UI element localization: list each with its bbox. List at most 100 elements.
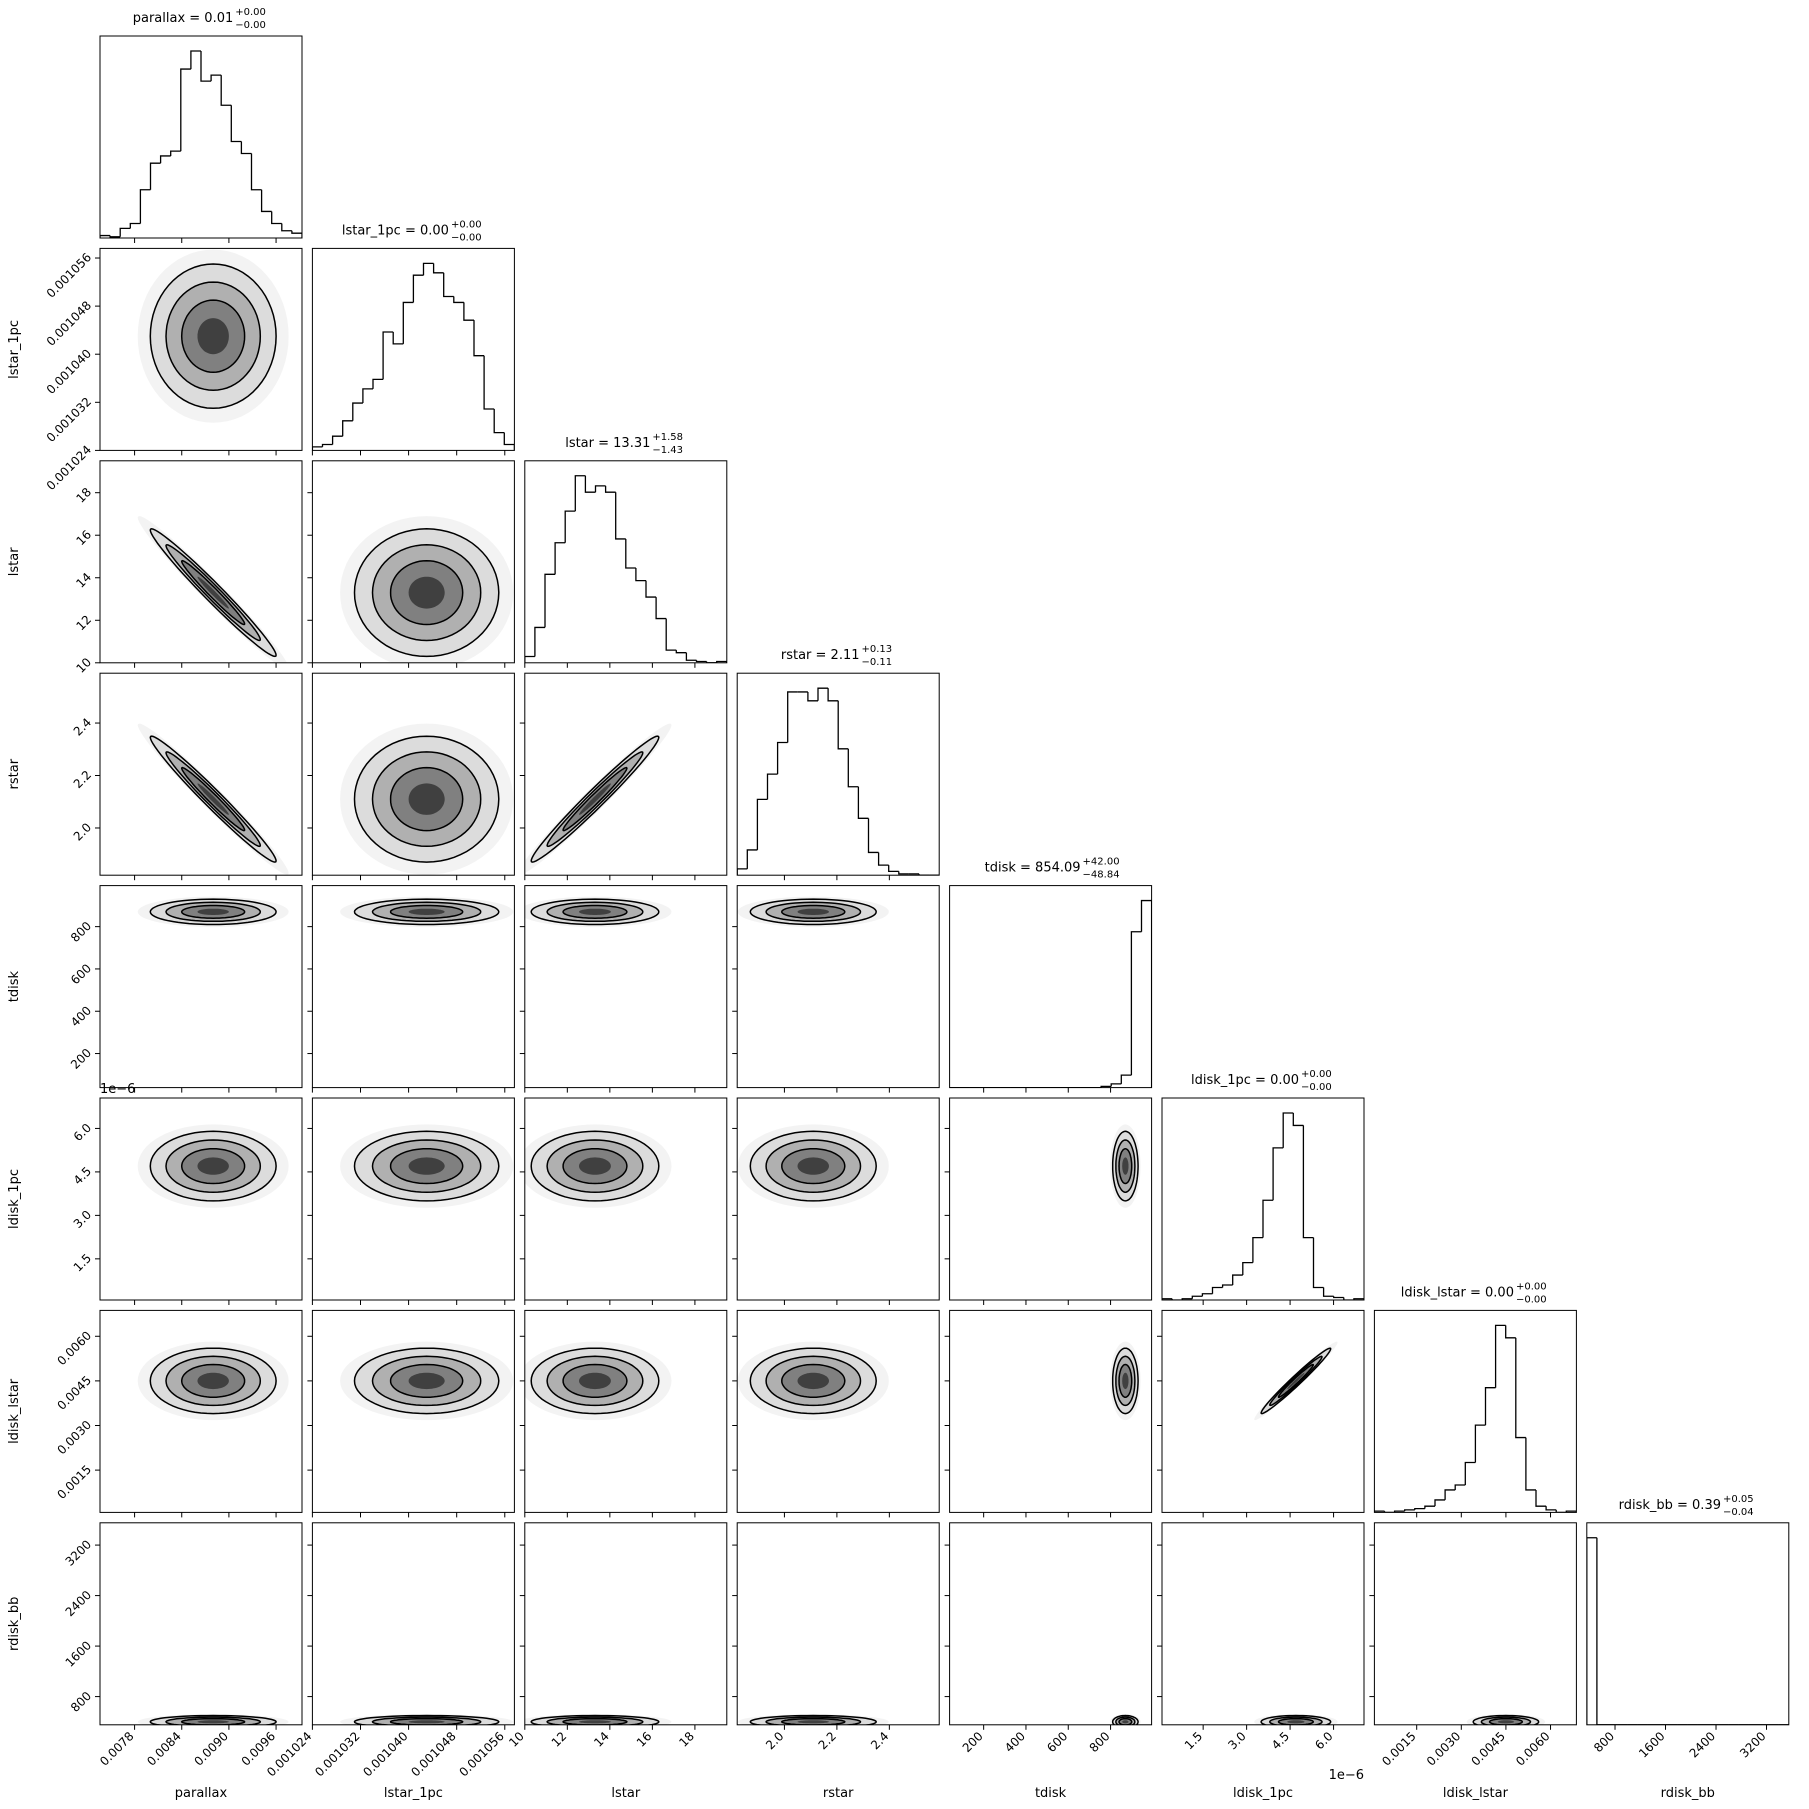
hist-bin [1333, 1296, 1344, 1299]
y-tick-label: 12 [73, 612, 94, 633]
x-axis-label: tdisk [1035, 1786, 1067, 1801]
hist-bin [877, 852, 889, 866]
contour [579, 783, 611, 815]
hist-bin [1515, 1337, 1526, 1439]
hist-bin [655, 597, 667, 620]
y-axis-label: ldisk_lstar [7, 1378, 22, 1444]
hist-bin [1201, 1293, 1213, 1297]
hist-bin [220, 75, 232, 106]
panel [737, 687, 940, 876]
panel [737, 1714, 889, 1725]
hist-bin [1120, 1074, 1132, 1084]
x-tick-label: 4.5 [1269, 1729, 1292, 1752]
contour [1287, 1720, 1305, 1724]
panel [524, 1124, 672, 1208]
panel-frame [949, 1522, 1153, 1726]
panel-frame [736, 885, 940, 1089]
panel-frame [99, 460, 303, 664]
contour [197, 1372, 229, 1390]
contour [1497, 1720, 1515, 1724]
x-tick-label: 16 [634, 1729, 655, 1750]
hist-bin [503, 432, 515, 451]
hist-bin [1374, 1510, 1385, 1513]
hist-bin [170, 150, 181, 156]
hist-bin [1474, 1424, 1486, 1463]
hist-bin [372, 378, 384, 389]
hist-bin [129, 222, 141, 229]
title-lower: −0.04 [1723, 1507, 1754, 1518]
panel-title: rstar = 2.11 [781, 648, 860, 663]
x-tick-label: 0.0015 [1379, 1729, 1419, 1769]
hist-bin [1292, 1112, 1304, 1127]
hist-bin [432, 263, 444, 274]
hist-bin [604, 485, 616, 493]
y-tick-label: 14 [73, 570, 94, 591]
hist-bin [180, 68, 191, 152]
panel-frame [311, 460, 515, 664]
hist-bin [483, 355, 495, 410]
hist-bin [342, 420, 353, 437]
title-upper: +0.00 [1516, 1281, 1547, 1292]
x-tick-label: 0.0060 [1513, 1729, 1553, 1769]
y-tick-label: 0.0015 [55, 1462, 95, 1502]
title-upper: +0.13 [862, 644, 893, 655]
hist-bin [352, 402, 363, 421]
panel [1110, 1714, 1141, 1725]
hist-bin [1242, 1261, 1253, 1276]
title-upper: +0.00 [235, 7, 266, 18]
panel [524, 475, 727, 663]
hist-bin [1252, 1237, 1263, 1263]
x-tick-label: 2400 [1687, 1729, 1718, 1760]
x-tick-label: 2.0 [763, 1729, 786, 1752]
panel-frame [1161, 1522, 1365, 1726]
hist-bin [1434, 1499, 1446, 1507]
hist-bin [1353, 1298, 1364, 1300]
hist-bin [1130, 931, 1142, 1076]
panel [949, 899, 1152, 1088]
panel-frame [949, 885, 1153, 1089]
hist-bin [867, 818, 879, 854]
hist-bin [1322, 1287, 1334, 1297]
hist-bin [1171, 1298, 1183, 1300]
hist-bin [1484, 1387, 1496, 1426]
panel-frame [99, 672, 303, 876]
panel-frame [949, 1309, 1153, 1513]
y-axis-label: rstar [7, 758, 22, 789]
panel-frame [1373, 1309, 1577, 1513]
panel-frame [99, 1097, 303, 1301]
hist-bin [200, 50, 212, 82]
panel-frame [311, 885, 515, 1089]
panel-frame [1161, 1097, 1365, 1301]
hist-bin [1424, 1505, 1435, 1509]
hist-bin [1596, 1537, 1607, 1725]
x-tick-label: 3.0 [1225, 1729, 1248, 1752]
y-tick-label: 0.001048 [44, 298, 94, 348]
hist-bin [544, 573, 556, 628]
title-upper: +0.00 [1301, 1069, 1332, 1080]
panel [1466, 1714, 1546, 1725]
y-tick-label: 10 [73, 655, 94, 676]
contour [579, 1157, 611, 1175]
hist-bin [534, 626, 545, 657]
hist-bin [139, 189, 151, 224]
x-tick-label: 800 [1591, 1729, 1617, 1755]
hist-bin [564, 510, 576, 543]
y-axis-label: lstar_1pc [7, 320, 22, 379]
panel [1254, 1341, 1338, 1421]
panel-frame [99, 1522, 303, 1726]
contour [197, 1720, 229, 1724]
contour [197, 908, 229, 915]
hist-bin [119, 227, 131, 237]
panel-frame [311, 1097, 515, 1301]
hist-bin [1262, 1199, 1274, 1238]
panel-frame [949, 1097, 1153, 1301]
panel [737, 1341, 889, 1421]
panel [340, 723, 514, 875]
panel-frame [736, 1097, 940, 1301]
contour [1122, 1157, 1129, 1175]
title-lower: −0.00 [1301, 1082, 1332, 1093]
y-tick-label: 600 [68, 961, 94, 987]
y-tick-label: 0.001024 [44, 443, 94, 493]
contour [797, 1372, 829, 1390]
y-axis-label: rdisk_bb [7, 1597, 22, 1651]
